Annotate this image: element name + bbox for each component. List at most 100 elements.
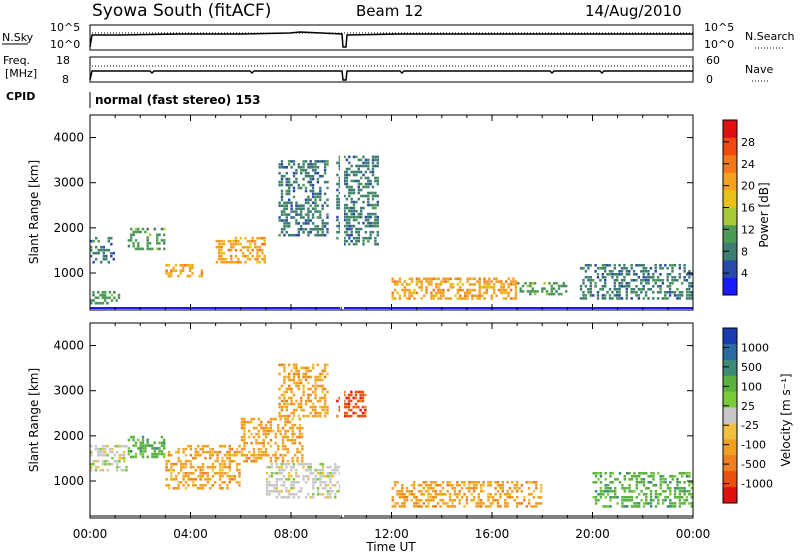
velocity-echo-cell [297, 402, 300, 406]
velocity-echo-cell [329, 481, 332, 484]
velocity-echo-cell [475, 487, 478, 490]
velocity-echo-cell [226, 453, 229, 457]
velocity-echo-cell [270, 472, 274, 475]
power-echo-cell [285, 219, 288, 222]
power-echo-cell [589, 288, 592, 291]
velocity-echo-cell [621, 502, 624, 505]
velocity-echo-cell [489, 496, 492, 499]
velocity-echo-cell [132, 438, 135, 442]
velocity-echo-cell [94, 447, 98, 451]
velocity-echo-cell [280, 384, 284, 388]
velocity-echo-cell [314, 384, 317, 388]
velocity-echo-cell [609, 505, 612, 508]
power-echo-cell [599, 267, 602, 270]
velocity-echo-cell [336, 490, 339, 493]
power-echo-cell [160, 227, 164, 231]
power-ytick-label: 4000 [53, 131, 84, 145]
power-echo-cell [490, 294, 493, 297]
velocity-echo-cell [319, 462, 322, 466]
velocity-echo-cell [211, 468, 214, 472]
power-echo-cell [376, 218, 379, 222]
power-echo-cell [649, 267, 653, 270]
velocity-echo-cell [324, 487, 327, 490]
velocity-echo-cell [599, 472, 603, 475]
velocity-echo-cell [285, 478, 288, 481]
power-echo-cell [659, 285, 662, 288]
velocity-echo-cell [257, 450, 261, 454]
velocity-echo-cell [233, 459, 236, 463]
power-echo-cell [507, 294, 510, 297]
power-echo-cell [345, 203, 349, 207]
velocity-echo-cell [673, 505, 677, 508]
velocity-echo-cell [688, 493, 691, 496]
velocity-echo-cell [228, 481, 231, 484]
velocity-echo-cell [352, 411, 355, 415]
velocity-echo-cell [647, 475, 650, 478]
velocity-echo-cell [669, 481, 672, 484]
power-echo-cell [630, 297, 633, 300]
velocity-echo-cell [267, 420, 270, 424]
power-echo-cell [367, 239, 370, 243]
velocity-echo-cell [302, 478, 305, 481]
power-echo-cell [459, 277, 462, 281]
power-echo-cell [345, 239, 349, 243]
velocity-echo-cell [139, 441, 142, 445]
power-echo-cell [360, 227, 363, 231]
velocity-echo-cell [298, 426, 302, 430]
power-echo-cell [420, 288, 423, 292]
velocity-echo-cell [184, 481, 188, 484]
power-echo-cell [179, 269, 182, 272]
velocity-echo-cell [326, 408, 329, 412]
power-echo-cell [604, 285, 607, 288]
velocity-echo-cell [281, 426, 285, 430]
velocity-echo-cell [214, 459, 217, 463]
power-echo-cell [218, 257, 221, 261]
velocity-echo-cell [163, 444, 166, 447]
velocity-echo-cell [101, 468, 105, 472]
power-echo-cell [302, 231, 305, 234]
power-echo-cell [280, 166, 284, 169]
velocity-echo-cell [307, 478, 310, 481]
velocity-echo-cell [115, 459, 119, 463]
velocity-echo-cell [642, 493, 646, 496]
velocity-echo-cell [221, 475, 224, 478]
velocity-echo-cell [420, 490, 423, 493]
velocity-echo-cell [280, 472, 283, 475]
velocity-echo-cell [393, 502, 397, 505]
power-echo-cell [628, 282, 631, 285]
velocity-echo-cell [153, 447, 156, 450]
power-echo-cell [526, 284, 530, 288]
power-echo-cell [526, 290, 530, 293]
nsky-label: N.Sky [2, 31, 34, 44]
velocity-echo-cell [226, 475, 229, 478]
velocity-echo-cell [302, 475, 305, 478]
power-echo-cell [130, 227, 133, 231]
velocity-echo-cell [398, 490, 402, 493]
power-echo-cell [364, 194, 368, 198]
power-echo-cell [355, 236, 358, 240]
power-echo-cell [285, 213, 288, 216]
velocity-echo-cell [321, 468, 325, 472]
power-echo-cell [285, 183, 288, 187]
velocity-colorbar-segment [723, 423, 737, 440]
velocity-echo-cell [113, 453, 116, 457]
power-echo-cell [343, 230, 346, 234]
velocity-echo-cell [331, 490, 334, 493]
power-echo-cell [172, 266, 175, 270]
power-echo-cell [514, 297, 518, 300]
power-echo-cell [673, 279, 677, 282]
power-echo-cell [345, 170, 349, 174]
power-echo-cell [350, 239, 353, 243]
velocity-echo-cell [354, 402, 358, 406]
power-echo-cell [357, 212, 360, 216]
power-echo-cell [519, 290, 522, 293]
power-echo-cell [292, 195, 296, 199]
velocity-echo-cell [304, 372, 308, 376]
power-echo-cell [297, 186, 300, 190]
velocity-echo-cell [638, 475, 641, 478]
power-echo-cell [156, 236, 159, 239]
velocity-echo-cell [685, 475, 689, 478]
power-echo-cell [432, 277, 435, 281]
velocity-echo-cell [192, 484, 195, 487]
power-echo-cell [348, 242, 351, 246]
